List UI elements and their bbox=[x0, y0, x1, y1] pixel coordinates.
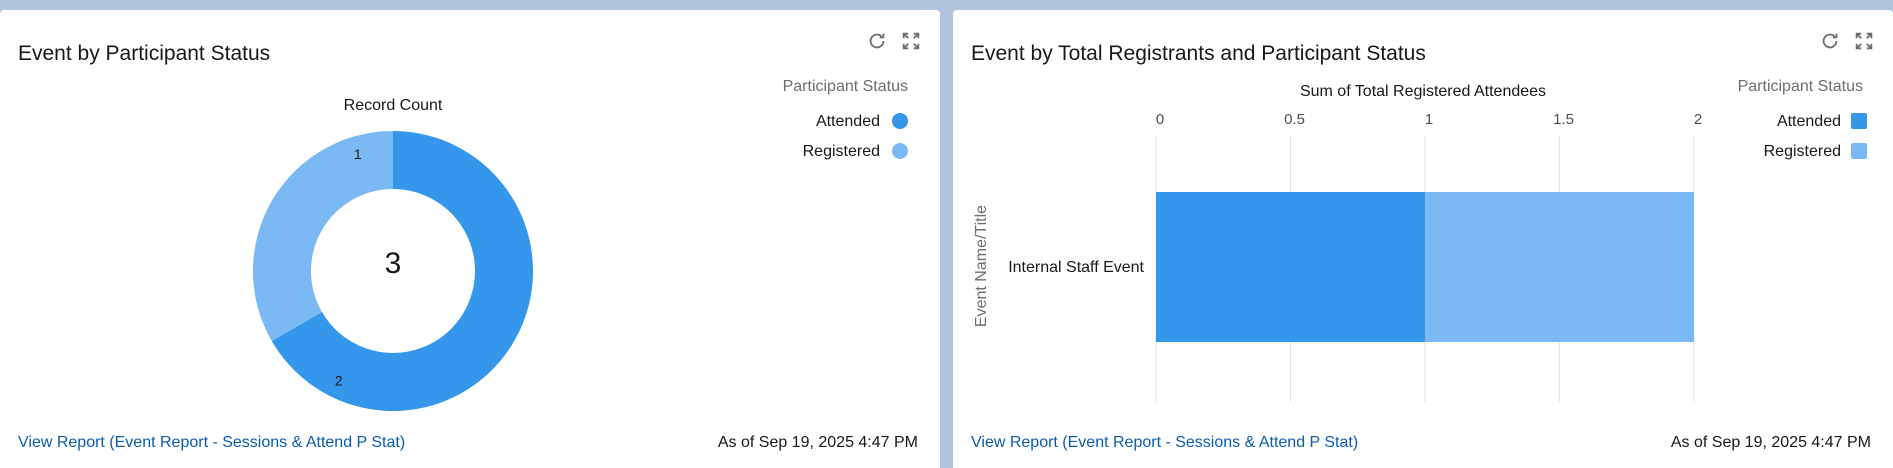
card-title: Event by Total Registrants and Participa… bbox=[971, 42, 1426, 65]
slice-value-label: 2 bbox=[335, 372, 343, 388]
x-tick-label: 1 bbox=[1425, 111, 1433, 128]
chart-title: Record Count bbox=[344, 97, 443, 114]
chart-title: Sum of Total Registered Attendees bbox=[1300, 83, 1546, 100]
slice-value-label: 1 bbox=[354, 146, 362, 162]
donut-slice-registered[interactable] bbox=[253, 131, 393, 341]
as-of-timestamp: As of Sep 19, 2025 4:47 PM bbox=[717, 434, 918, 451]
as-of-timestamp: As of Sep 19, 2025 4:47 PM bbox=[1670, 434, 1871, 451]
refresh-icon[interactable] bbox=[866, 30, 888, 52]
legend-swatch-attended[interactable] bbox=[892, 113, 908, 129]
bar-segment-attended[interactable] bbox=[1156, 192, 1425, 342]
donut-chart: Record Count 2 1 3 Participant Status Atte… bbox=[253, 78, 908, 411]
x-tick-label: 0 bbox=[1156, 111, 1164, 128]
view-report-link[interactable]: View Report (Event Report - Sessions & A… bbox=[971, 434, 1359, 451]
legend-swatch-attended[interactable] bbox=[1851, 113, 1867, 129]
category-label: Internal Staff Event bbox=[1008, 259, 1144, 276]
legend-label-attended: Attended bbox=[1777, 113, 1841, 130]
legend-title: Participant Status bbox=[783, 78, 908, 95]
donut-slice-attended[interactable] bbox=[271, 131, 533, 411]
legend-label-attended: Attended bbox=[816, 113, 880, 130]
view-report-link[interactable]: View Report (Event Report - Sessions & A… bbox=[18, 434, 406, 451]
bar-segment-registered[interactable] bbox=[1425, 192, 1694, 342]
x-tick-label: 0.5 bbox=[1284, 111, 1305, 128]
card-actions bbox=[866, 30, 922, 52]
card-actions bbox=[1819, 30, 1875, 52]
legend-label-registered: Registered bbox=[1764, 143, 1841, 160]
donut-center-value: 3 bbox=[385, 247, 402, 280]
expand-icon[interactable] bbox=[1853, 30, 1875, 52]
x-tick-label: 2 bbox=[1694, 111, 1702, 128]
y-axis-title: Event Name/Title bbox=[973, 205, 990, 327]
expand-icon[interactable] bbox=[900, 30, 922, 52]
bar-chart: Sum of Total Registered Attendees 0 0.5 1 1… bbox=[973, 78, 1867, 402]
legend-swatch-registered[interactable] bbox=[892, 143, 908, 159]
bar-chart-card: Event by Total Registrants and Participa… bbox=[953, 10, 1893, 468]
donut-chart-card: Event by Participant Status Record Count… bbox=[0, 10, 940, 468]
card-title: Event by Participant Status bbox=[18, 42, 271, 65]
legend-swatch-registered[interactable] bbox=[1851, 143, 1867, 159]
refresh-icon[interactable] bbox=[1819, 30, 1841, 52]
legend-label-registered: Registered bbox=[803, 143, 880, 160]
legend-title: Participant Status bbox=[1738, 78, 1863, 95]
x-tick-label: 1.5 bbox=[1553, 111, 1574, 128]
